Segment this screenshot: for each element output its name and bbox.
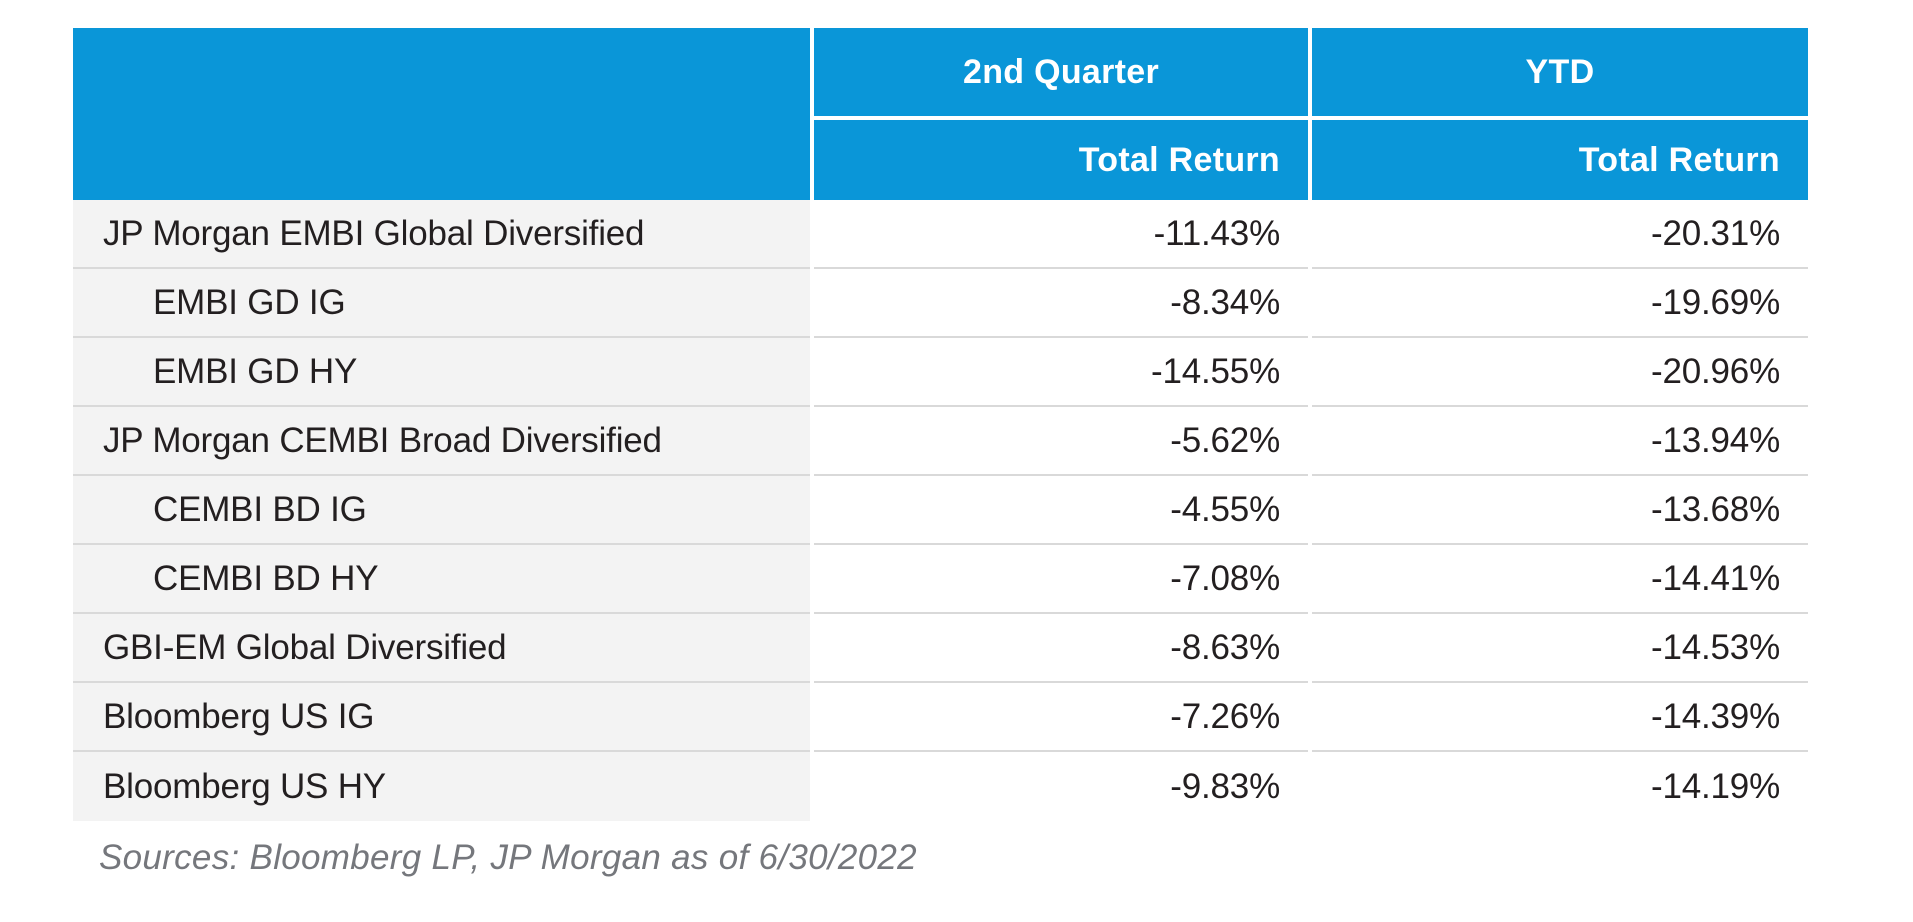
q2-total-return-cell: -8.63% [814,614,1308,683]
q2-total-return-cell: -5.62% [814,407,1308,476]
row-label-cell: JP Morgan CEMBI Broad Diversified [73,407,810,476]
row-label-cell: EMBI GD IG [73,269,810,338]
header-ytd: YTD [1312,28,1808,120]
row-label-cell: Bloomberg US IG [73,683,810,752]
ytd-total-return-cell: -14.53% [1312,614,1808,683]
header-corner-cell [73,28,810,200]
q2-total-return-cell: -14.55% [814,338,1308,407]
row-label-cell: JP Morgan EMBI Global Diversified [73,200,810,269]
q2-total-return-cell: -9.83% [814,752,1308,821]
q2-total-return-cell: -8.34% [814,269,1308,338]
ytd-total-return-cell: -13.68% [1312,476,1808,545]
subheader-total-return-ytd: Total Return [1312,120,1808,200]
row-label-cell: GBI-EM Global Diversified [73,614,810,683]
row-label-cell: CEMBI BD HY [73,545,810,614]
subheader-total-return-q2: Total Return [814,120,1308,200]
ytd-total-return-cell: -14.41% [1312,545,1808,614]
ytd-total-return-cell: -20.31% [1312,200,1808,269]
q2-total-return-cell: -11.43% [814,200,1308,269]
source-note: Sources: Bloomberg LP, JP Morgan as of 6… [99,838,917,877]
ytd-total-return-cell: -20.96% [1312,338,1808,407]
q2-total-return-cell: -7.26% [814,683,1308,752]
row-label-cell: EMBI GD HY [73,338,810,407]
header-2nd-quarter: 2nd Quarter [814,28,1308,120]
ytd-total-return-cell: -19.69% [1312,269,1808,338]
q2-total-return-cell: -7.08% [814,545,1308,614]
ytd-total-return-cell: -13.94% [1312,407,1808,476]
ytd-total-return-cell: -14.39% [1312,683,1808,752]
row-label-cell: CEMBI BD IG [73,476,810,545]
ytd-total-return-cell: -14.19% [1312,752,1808,821]
q2-total-return-cell: -4.55% [814,476,1308,545]
em-bond-returns-table: 2nd Quarter YTD Total Return Total Retur… [73,28,1808,821]
row-label-cell: Bloomberg US HY [73,752,810,821]
